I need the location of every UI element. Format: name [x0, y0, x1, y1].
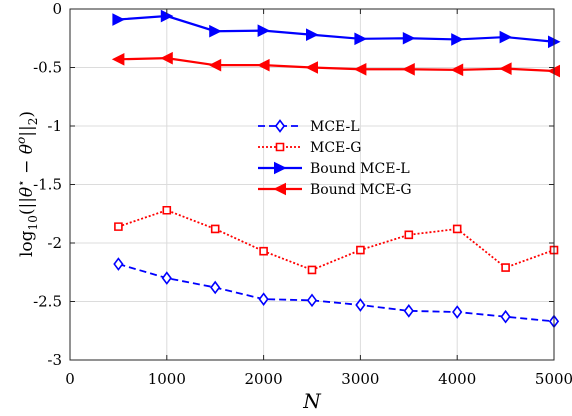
data-point — [307, 265, 317, 275]
x-tick-label: 2000 — [245, 370, 283, 388]
data-point — [114, 222, 123, 231]
data-point — [208, 58, 222, 72]
legend-label: Bound MCE-G — [310, 182, 412, 198]
data-point — [356, 245, 365, 255]
data-point — [209, 24, 222, 38]
data-point — [259, 246, 268, 256]
data-point — [210, 224, 220, 234]
legend-entry: Bound MCE-G — [258, 182, 412, 198]
data-point — [210, 280, 221, 295]
data-point — [257, 24, 271, 37]
data-point — [113, 257, 124, 271]
y-tick-label: -2.5 — [33, 293, 62, 311]
data-point — [452, 224, 462, 234]
data-point — [404, 230, 414, 240]
data-point — [112, 13, 126, 26]
y-tick-label: -3 — [47, 351, 62, 369]
data-point — [499, 30, 513, 44]
series-bound-mce-g — [111, 51, 560, 78]
series-line — [118, 263, 555, 323]
data-point — [403, 304, 414, 318]
y-tick-label: -1 — [47, 117, 62, 135]
data-point — [354, 32, 368, 46]
data-point — [256, 58, 270, 72]
data-point — [498, 62, 512, 75]
data-point — [402, 62, 415, 76]
legend-entry: MCE-L — [258, 119, 360, 135]
legend: MCE-L MCE-G Bound MCE-L Bound MCE-G — [258, 119, 412, 198]
data-point — [258, 292, 269, 306]
x-tick-label: 1000 — [148, 370, 186, 388]
legend-entry: Bound MCE-L — [258, 161, 410, 177]
series-line — [118, 57, 555, 73]
data-point — [162, 205, 172, 215]
legend-label: MCE-L — [310, 119, 360, 135]
data-point — [161, 271, 172, 285]
x-tick-label: 5000 — [535, 370, 572, 388]
series-line — [118, 209, 555, 271]
y-tick-label: -1.5 — [33, 176, 62, 194]
data-point — [275, 142, 285, 152]
data-point — [306, 293, 318, 308]
series-mce-g — [114, 205, 559, 275]
data-point — [305, 61, 318, 74]
data-point — [160, 51, 173, 65]
data-point — [355, 298, 366, 312]
data-point — [274, 161, 287, 175]
data-point — [353, 62, 367, 76]
ticks: 0 1000 2000 3000 4000 5000 0 -0.5 -1 -1.5 -2 -2.5 -3 — [33, 0, 572, 388]
legend-label: Bound MCE-L — [310, 161, 410, 177]
x-tick-label: 4000 — [438, 370, 476, 388]
data-point — [273, 182, 286, 196]
data-point — [500, 309, 511, 324]
data-point — [451, 33, 464, 46]
series-mce-l — [113, 257, 560, 329]
data-point — [450, 63, 464, 77]
y-tick-label: 0 — [52, 0, 62, 18]
y-tick-label: -0.5 — [33, 59, 62, 77]
series-line — [118, 14, 555, 43]
legend-entry: MCE-G — [258, 140, 361, 156]
x-axis-label: N — [302, 389, 322, 413]
data-point — [306, 28, 319, 42]
data-point — [402, 31, 416, 45]
data-point — [452, 305, 463, 319]
data-point — [111, 53, 125, 66]
series-bound-mce-l — [112, 9, 561, 49]
y-tick-label: -2 — [47, 234, 62, 252]
x-tick-label: 3000 — [341, 370, 379, 388]
x-tick-label: 0 — [65, 370, 75, 388]
data-point — [274, 119, 286, 133]
data-point — [501, 263, 510, 272]
legend-label: MCE-G — [310, 140, 361, 156]
